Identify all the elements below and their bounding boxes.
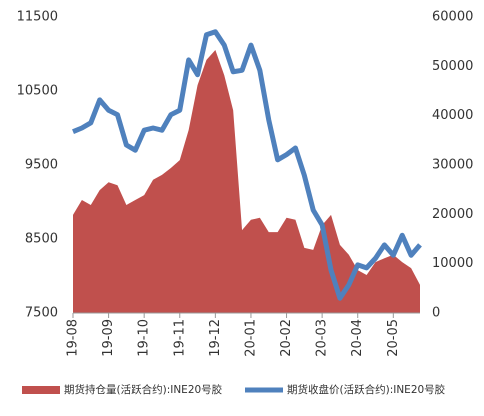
area <box>73 50 420 313</box>
x-tick-label: 19-11 <box>172 319 187 357</box>
y2-tick-label: 50000 <box>432 59 473 74</box>
x-tick-label: 20-03 <box>315 319 330 357</box>
y2-tick-label: 60000 <box>432 10 473 25</box>
y2-tick-label: 0 <box>432 306 440 321</box>
line <box>72 29 422 301</box>
y2-tick-label: 30000 <box>432 158 473 173</box>
y2-tick-label: 10000 <box>432 256 473 271</box>
x-tick-label: 19-10 <box>137 319 152 357</box>
legend-label: 期货收盘价(活跃合约):INE20号胶 <box>287 383 446 396</box>
y-tick-label: 8500 <box>25 232 58 247</box>
x-tick-label: 19-12 <box>208 319 223 357</box>
y-tick-label: 11500 <box>17 10 58 25</box>
x-tick-label: 19-08 <box>66 319 81 357</box>
x-tick-label: 20-01 <box>243 319 258 357</box>
y-tick-label: 10500 <box>17 84 58 99</box>
y2-tick-label: 40000 <box>432 108 473 123</box>
legend-label: 期货持仓量(活跃合约):INE20号胶 <box>64 383 223 396</box>
y-tick-label: 9500 <box>25 158 58 173</box>
y2-tick-label: 20000 <box>432 207 473 222</box>
x-tick-label: 20-04 <box>350 319 365 357</box>
legend-swatch <box>22 386 60 394</box>
x-tick-label: 20-05 <box>386 319 401 357</box>
x-tick-label: 20-02 <box>279 319 294 357</box>
x-tick-label: 19-09 <box>101 319 116 357</box>
y-tick-label: 7500 <box>25 306 58 321</box>
